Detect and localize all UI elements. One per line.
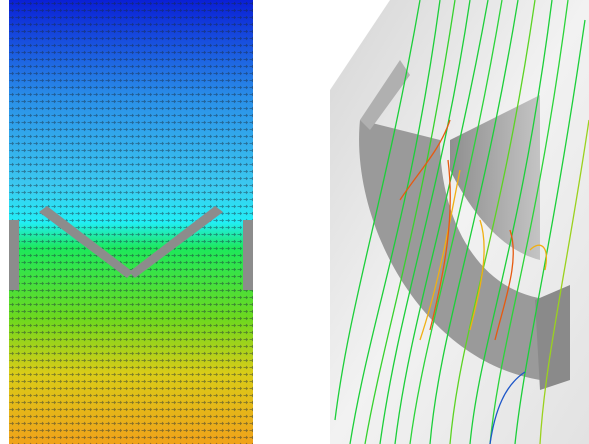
bucket-outer (359, 120, 560, 380)
vector-field-image (9, 0, 253, 444)
bucket-top-edge (360, 60, 410, 130)
streamline-panel (330, 0, 589, 444)
streamline-image (330, 0, 589, 444)
baffle-left-plate (39, 206, 133, 278)
velocity-arrows (9, 0, 253, 444)
baffle-right-plate (129, 206, 223, 278)
bucket-blade (450, 95, 540, 260)
vector-field-panel (9, 0, 253, 444)
left-wall (9, 220, 19, 290)
streamlines (334, 0, 589, 444)
right-wall (243, 220, 253, 290)
